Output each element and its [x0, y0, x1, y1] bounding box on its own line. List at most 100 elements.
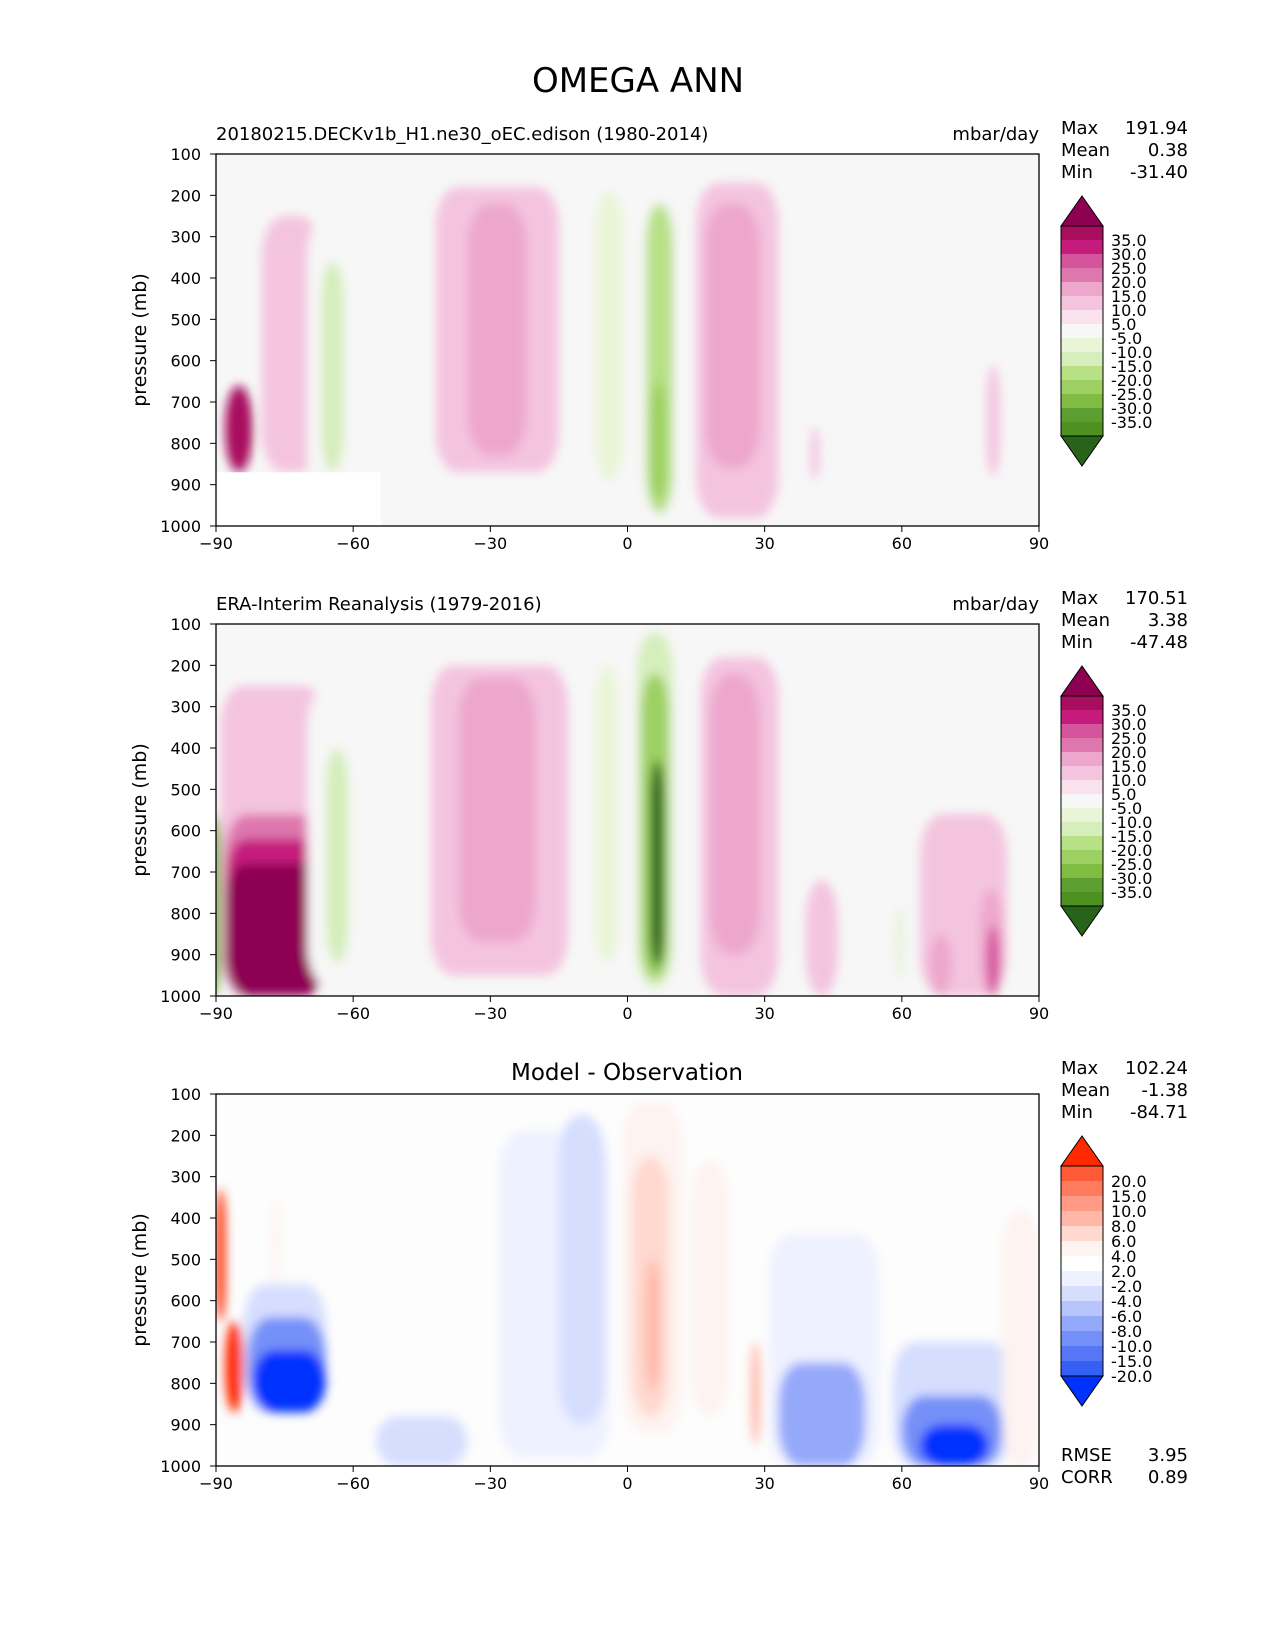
colorbar-tick-label: -15.0	[1111, 827, 1152, 846]
colorbar-tick-label: -2.0	[1111, 1277, 1142, 1296]
x-tick-label: −60	[336, 534, 370, 553]
colorbar-tick-label: 20.0	[1111, 273, 1147, 292]
colorbar-segment	[1061, 240, 1103, 255]
y-tick-label: 200	[170, 186, 201, 205]
x-tick-label: −30	[473, 534, 507, 553]
colorbar-segment	[1061, 1316, 1103, 1332]
x-tick-label: 60	[892, 534, 912, 553]
colorbar-segment	[1061, 1241, 1103, 1257]
contour-region-15	[778, 1362, 866, 1466]
colorbar-segment	[1061, 1331, 1103, 1347]
panel-title-model: 20180215.DECKv1b_H1.ne30_oEC.edison (198…	[216, 124, 708, 145]
colorbar-tick-label: -8.0	[1111, 1322, 1142, 1341]
stat-max-label-model: Max	[1061, 118, 1099, 139]
y-tick-label: 1000	[160, 517, 201, 536]
contour-region-19	[929, 934, 953, 996]
contour-region-13	[650, 760, 665, 968]
contour-region-9	[650, 381, 667, 502]
colorbar-frame	[1060, 1165, 1104, 1377]
colorbar-segment	[1061, 310, 1103, 325]
colorbar-segment	[1061, 1346, 1103, 1362]
colorbar-tick-label: -20.0	[1111, 1367, 1152, 1386]
colorbar-segment	[1061, 864, 1103, 879]
panel-title-obs: ERA-Interim Reanalysis (1979-2016)	[216, 594, 542, 615]
colorbar-extend-min	[1060, 905, 1104, 937]
x-tick-label: 0	[622, 1474, 632, 1493]
colorbar-extend-max	[1060, 1135, 1104, 1167]
colorbar-tick-label: 10.0	[1111, 771, 1147, 790]
colorbar-tick-label: -5.0	[1111, 799, 1142, 818]
colorbar-tick-label: -5.0	[1111, 329, 1142, 348]
colorbar-segment	[1061, 226, 1103, 241]
colorbar-tick-label: -4.0	[1111, 1292, 1142, 1311]
colorbar-tick-label: -10.0	[1111, 1337, 1152, 1356]
colorbar-segment	[1061, 422, 1103, 437]
y-tick-label: 400	[170, 269, 201, 288]
y-tick-label: 100	[170, 1085, 201, 1104]
colorbar-segment	[1061, 408, 1103, 423]
colorbar-frame	[1060, 695, 1104, 907]
colorbar-obs: 35.030.025.020.015.010.05.0-5.0-10.0-15.…	[1060, 665, 1152, 937]
x-tick-label: 90	[1029, 1474, 1049, 1493]
colorbar-segment	[1061, 1166, 1103, 1182]
x-tick-label: 30	[754, 1474, 774, 1493]
colorbar-segment	[1061, 1226, 1103, 1242]
colorbar-tick-label: -35.0	[1111, 883, 1152, 902]
colorbar-segment	[1061, 268, 1103, 283]
missing-data-mask	[216, 472, 381, 526]
y-axis-label-model: pressure (mb)	[129, 273, 151, 407]
colorbar-tick-label: 15.0	[1111, 1187, 1147, 1206]
colorbar-segment	[1061, 738, 1103, 753]
colorbar-tick-label: -35.0	[1111, 413, 1152, 432]
contour-region-13	[986, 364, 1001, 477]
x-tick-label: −60	[336, 1004, 370, 1023]
contour-region-8	[458, 677, 537, 943]
colorbar-segment	[1061, 296, 1103, 311]
colorbar-segment	[1061, 338, 1103, 353]
panel-diff: Model - Observation pressure (mb) Max 10…	[129, 1058, 1188, 1493]
contour-region-14	[810, 426, 820, 481]
colorbar-segment	[1061, 710, 1103, 725]
y-tick-label: 1000	[160, 987, 201, 1006]
colorbar-tick-label: 2.0	[1111, 1262, 1136, 1281]
colorbar-tick-label: 15.0	[1111, 287, 1147, 306]
y-tick-label: 500	[170, 1250, 201, 1269]
colorbar-segment	[1061, 1256, 1103, 1272]
y-tick-label: 500	[170, 780, 201, 799]
contour-region-12	[691, 1160, 729, 1417]
contour-region-10	[595, 665, 619, 963]
stat-mean-value-obs: 3.38	[1148, 610, 1188, 631]
stat-mean-label-obs: Mean	[1061, 610, 1110, 631]
y-axis-label-diff: pressure (mb)	[129, 1213, 151, 1347]
x-tick-label: 90	[1029, 1004, 1049, 1023]
contour-region-6	[376, 1416, 468, 1466]
colorbar-frame	[1060, 225, 1104, 437]
stat-max-label-diff: Max	[1061, 1058, 1099, 1079]
stat-min-label-diff: Min	[1061, 1102, 1093, 1123]
stat-min-label-model: Min	[1061, 162, 1093, 183]
colorbar-tick-label: 5.0	[1111, 315, 1136, 334]
contour-region-7	[595, 191, 623, 481]
colorbar-tick-label: 25.0	[1111, 729, 1147, 748]
y-tick-label: 500	[170, 310, 201, 329]
stat-max-label-obs: Max	[1061, 588, 1099, 609]
contour-region-1	[225, 1321, 244, 1413]
y-tick-label: 600	[170, 352, 201, 371]
contour-region-18	[920, 1424, 989, 1466]
stat-mean-value-diff: -1.38	[1141, 1080, 1188, 1101]
colorbar-extend-min	[1060, 435, 1104, 467]
contour-region-21	[986, 925, 1001, 996]
x-tick-label: −30	[473, 1474, 507, 1493]
contour-region-4	[252, 1350, 326, 1413]
y-tick-label: 400	[170, 739, 201, 758]
colorbar-segment	[1061, 254, 1103, 269]
rmse-value: 3.95	[1148, 1445, 1188, 1466]
panel-model: 20180215.DECKv1b_H1.ne30_oEC.edison (198…	[129, 118, 1188, 553]
colorbar-segment	[1061, 394, 1103, 409]
x-tick-label: 60	[892, 1004, 912, 1023]
colorbar-tick-label: 6.0	[1111, 1232, 1136, 1251]
colorbar-segment	[1061, 1211, 1103, 1227]
contour-region-4	[216, 816, 221, 994]
colorbar-tick-label: 10.0	[1111, 301, 1147, 320]
colorbar-segment	[1061, 1181, 1103, 1197]
